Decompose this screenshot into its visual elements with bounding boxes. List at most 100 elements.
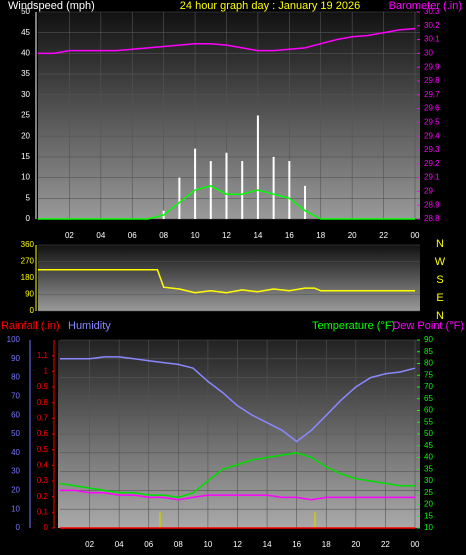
y-tick-label: 15	[21, 152, 30, 161]
x-tick-label: 04	[96, 231, 105, 240]
x-tick-label: 02	[65, 231, 74, 240]
y-tick-label: 0.1	[37, 507, 49, 516]
y-tick-label: 90	[25, 290, 34, 299]
bar	[272, 156, 275, 219]
y-tick-label: 29.7	[424, 90, 440, 99]
y-tick-label: 25	[424, 488, 433, 497]
axis-title: Rainfall (.in)	[1, 320, 60, 332]
y-tick-label: 75	[424, 370, 433, 379]
y-tick-label: 30.3	[424, 7, 440, 16]
y-tick-label: 15	[424, 511, 433, 520]
x-tick-label: 04	[115, 540, 124, 549]
series-line	[60, 489, 415, 501]
y-tick-label: 0.5	[37, 445, 49, 454]
x-tick-label: 16	[285, 231, 294, 240]
axis-title: Barometer (.in)	[389, 0, 462, 12]
y-tick-label: 50	[424, 429, 433, 438]
y-tick-label: 0.7	[37, 413, 49, 422]
x-tick-label: 02	[85, 540, 94, 549]
bar	[288, 161, 291, 219]
series-line	[38, 185, 415, 220]
y-tick-label: 30	[424, 476, 433, 485]
bar	[225, 152, 228, 219]
y-tick-label: 80	[424, 359, 433, 368]
y-tick-label: 40	[11, 448, 20, 457]
y-tick-label: 1	[44, 366, 49, 375]
chart-title: 24 hour graph day : January 19 2026	[180, 0, 360, 12]
y-tick-label: 70	[424, 382, 433, 391]
x-tick-label: 16	[292, 540, 301, 549]
y-tick-label: 29.3	[424, 145, 440, 154]
y-tick-label: 0	[30, 306, 35, 315]
y-tick-label: 20	[424, 500, 433, 509]
y-tick-label: 50	[11, 429, 20, 438]
series-line	[60, 356, 416, 443]
axis-title: Humidity	[68, 320, 111, 332]
y-tick-label: 180	[21, 273, 35, 282]
x-tick-label: 00	[411, 540, 420, 549]
y-tick-label: 80	[11, 373, 20, 382]
y-tick-label: 0.9	[37, 382, 49, 391]
y-tick-label: 0.4	[37, 460, 49, 469]
compass-label: S	[436, 274, 443, 286]
y-tick-label: 45	[424, 441, 433, 450]
y-tick-label: 270	[21, 257, 35, 266]
y-tick-label: 5	[26, 193, 31, 202]
axis-title: Windspeed (mph)	[8, 0, 95, 12]
bar	[241, 161, 244, 219]
y-tick-label: 0	[44, 523, 49, 532]
y-tick-label: 28.8	[424, 214, 440, 223]
compass-label: N	[436, 238, 444, 250]
x-tick-label: 08	[174, 540, 183, 549]
y-tick-label: 100	[7, 335, 21, 344]
y-tick-label: 30	[11, 467, 20, 476]
y-tick-label: 20	[11, 486, 20, 495]
y-tick-label: 50	[21, 7, 30, 16]
y-tick-label: 40	[21, 49, 30, 58]
series-line	[59, 452, 415, 499]
y-tick-label: 29	[424, 187, 433, 196]
y-tick-label: 29.8	[424, 76, 440, 85]
y-tick-label: 25	[21, 111, 30, 120]
x-tick-label: 20	[348, 231, 357, 240]
x-tick-label: 18	[322, 540, 331, 549]
x-tick-label: 12	[222, 231, 231, 240]
y-tick-label: 28.9	[424, 200, 440, 209]
y-tick-label: 30.1	[424, 35, 440, 44]
x-tick-label: 22	[381, 540, 390, 549]
y-tick-label: 60	[11, 410, 20, 419]
y-tick-label: 85	[424, 347, 433, 356]
y-tick-label: 29.4	[424, 131, 440, 140]
y-tick-label: 30	[424, 49, 433, 58]
y-tick-label: 70	[11, 392, 20, 401]
y-tick-label: 30.2	[424, 21, 440, 30]
y-tick-label: 40	[424, 453, 433, 462]
bar	[256, 115, 259, 219]
x-tick-label: 14	[253, 231, 262, 240]
bar	[304, 185, 307, 219]
y-tick-label: 0	[16, 523, 21, 532]
x-tick-label: 06	[144, 540, 153, 549]
y-tick-label: 60	[424, 406, 433, 415]
y-tick-label: 10	[11, 504, 20, 513]
bar	[209, 161, 212, 219]
y-tick-label: 10	[21, 173, 30, 182]
x-tick-label: 06	[128, 231, 137, 240]
x-tick-label: 14	[263, 540, 272, 549]
y-tick-label: 20	[21, 131, 30, 140]
y-tick-label: 90	[11, 354, 20, 363]
y-tick-label: 360	[21, 240, 35, 249]
x-tick-label: 00	[411, 231, 420, 240]
y-tick-label: 35	[424, 464, 433, 473]
x-tick-label: 08	[159, 231, 168, 240]
y-tick-label: 55	[424, 417, 433, 426]
x-tick-label: 20	[351, 540, 360, 549]
x-tick-label: 10	[203, 540, 212, 549]
axis-title: Dew Point (°F)	[392, 320, 464, 332]
y-tick-label: 29.2	[424, 159, 440, 168]
y-tick-label: 1.1	[37, 351, 49, 360]
y-tick-label: 10	[424, 523, 433, 532]
y-tick-label: 0.8	[37, 398, 49, 407]
y-tick-label: 0.3	[37, 476, 49, 485]
